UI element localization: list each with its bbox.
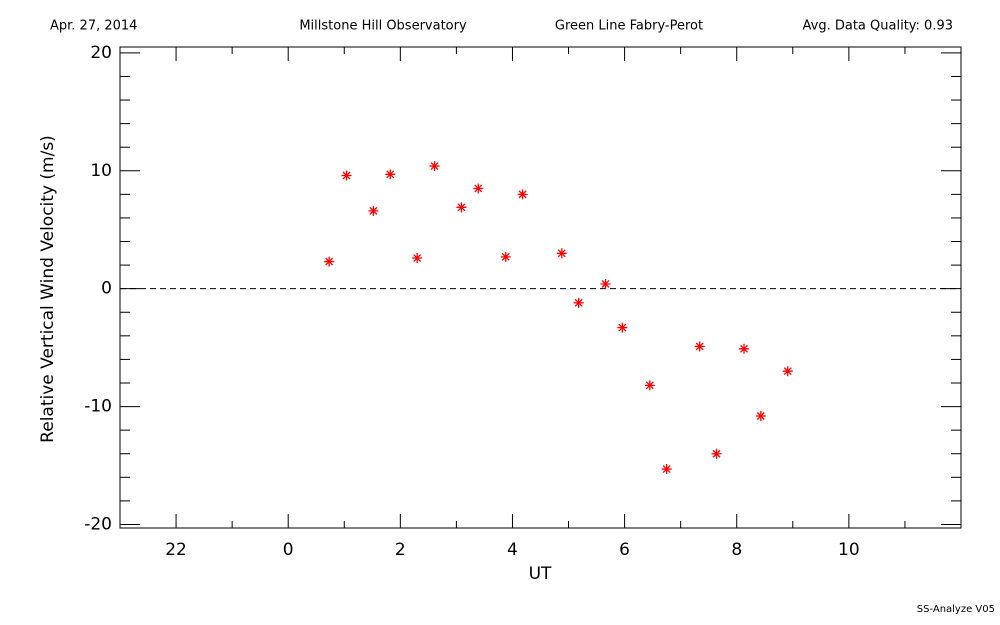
x-tick-label: 6 (619, 540, 630, 560)
footer: SS-Analyze V05 (917, 604, 995, 615)
data-point (517, 189, 528, 200)
y-tick-label: -20 (84, 514, 112, 534)
data-point (456, 202, 467, 213)
data-point (341, 170, 352, 181)
x-tick-label: 22 (165, 540, 187, 560)
x-tick-label: 4 (507, 540, 518, 560)
quality: Avg. Data Quality: 0.93 (803, 19, 953, 34)
data-point (694, 341, 705, 352)
data-point (600, 278, 611, 289)
data-point (473, 183, 484, 194)
x-tick-label: 10 (838, 540, 860, 560)
observatory: Millstone Hill Observatory (299, 19, 467, 34)
data-point (556, 248, 567, 259)
y-tick-label: 20 (90, 43, 112, 63)
data-point (324, 256, 335, 267)
date: Apr. 27, 2014 (50, 19, 137, 34)
y-tick-label: -10 (84, 397, 112, 417)
y-axis-label: Relative Vertical Wind Velocity (m/s) (38, 135, 58, 443)
x-tick-label: 0 (283, 540, 294, 560)
y-tick-label: 0 (101, 279, 112, 299)
data-point (661, 464, 672, 475)
data-point (500, 251, 511, 262)
plot-frame (119, 46, 962, 529)
data-point (617, 322, 628, 333)
x-tick-label: 8 (731, 540, 742, 560)
x-axis-label: UT (529, 564, 552, 584)
data-point (412, 253, 423, 264)
data-point (385, 169, 396, 180)
data-point (782, 366, 793, 377)
data-point (429, 161, 440, 172)
data-point (755, 411, 766, 422)
data-point (368, 205, 379, 216)
data-point (573, 297, 584, 308)
x-tick-label: 2 (395, 540, 406, 560)
data-point (644, 380, 655, 391)
instrument: Green Line Fabry-Perot (555, 19, 703, 34)
y-tick-label: 10 (90, 161, 112, 181)
data-point (739, 343, 750, 354)
data-point (711, 448, 722, 459)
